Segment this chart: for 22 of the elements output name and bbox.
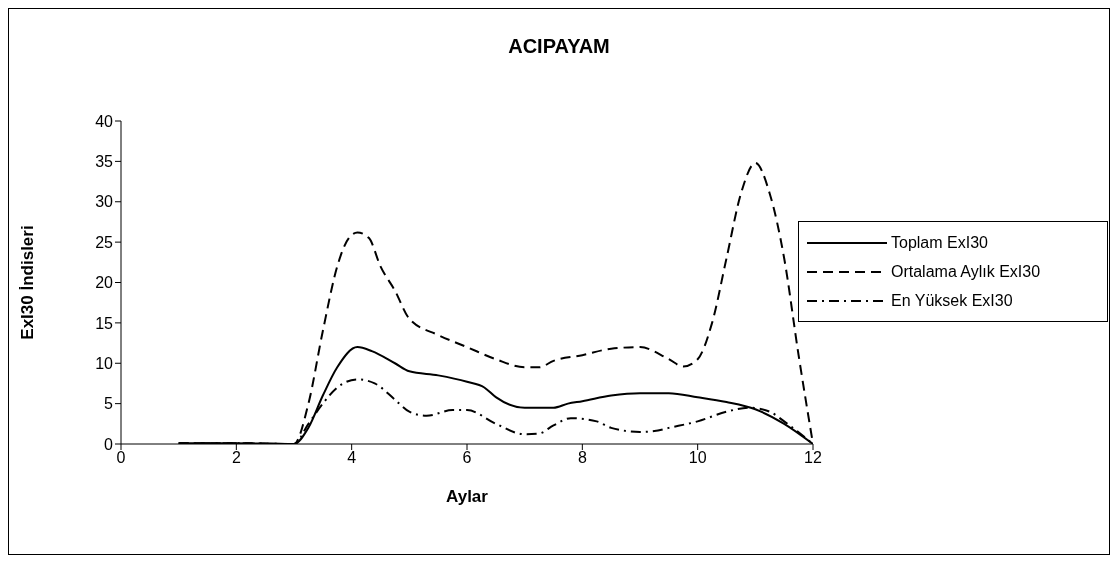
y-tick-label: 0	[104, 435, 114, 453]
legend-label: En Yüksek ExI30	[891, 291, 1013, 310]
y-tick-label: 15	[95, 314, 114, 332]
x-tick-label: 8	[577, 449, 587, 467]
y-tick-label: 10	[95, 354, 114, 372]
x-tick-label: 12	[804, 449, 822, 467]
legend-label: Toplam ExI30	[891, 233, 988, 252]
y-tick-label: 5	[104, 395, 114, 413]
y-tick-label: 25	[95, 233, 114, 251]
chart-title: ACIPAYAM	[507, 35, 611, 58]
y-tick-label: 20	[95, 274, 114, 292]
y-tick-label: 40	[95, 112, 114, 130]
x-tick-label: 10	[688, 449, 707, 467]
y-tick-label: 30	[95, 193, 114, 211]
x-tick-label: 4	[347, 449, 357, 467]
x-tick-label: 2	[231, 449, 241, 467]
y-tick-label: 35	[95, 153, 114, 171]
y-axis-title: ExI30 İndisleri	[18, 225, 38, 340]
x-tick-label: 0	[116, 449, 126, 467]
x-tick-label: 6	[462, 449, 472, 467]
legend-label: Ortalama Aylık ExI30	[891, 262, 1041, 281]
x-axis-title: Aylar	[446, 487, 489, 506]
